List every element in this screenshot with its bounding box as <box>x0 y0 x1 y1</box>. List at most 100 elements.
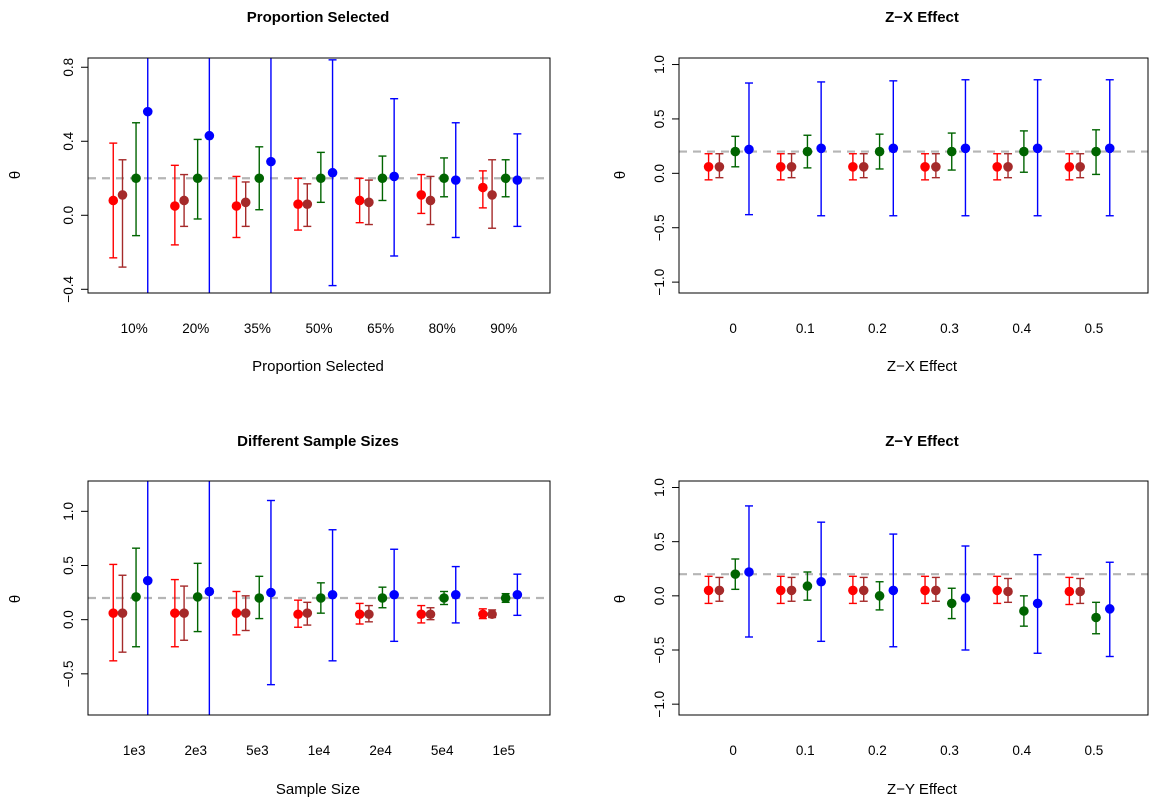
x-tick-label: 0.1 <box>796 743 815 758</box>
estimate-point <box>874 146 885 157</box>
x-tick-label: 80% <box>429 321 456 336</box>
estimate-point <box>992 161 1002 172</box>
x-tick-label: 65% <box>367 321 394 336</box>
estimate-point <box>888 143 899 154</box>
x-tick-label: 2e3 <box>185 743 208 758</box>
estimate-point <box>703 161 714 172</box>
estimate-point <box>512 589 523 600</box>
estimate-point <box>240 608 251 618</box>
estimate-point <box>254 173 265 184</box>
estimate-point <box>131 173 141 184</box>
estimate-point <box>389 171 399 182</box>
estimate-point <box>786 585 797 596</box>
estimate-point <box>302 608 313 618</box>
estimate-point <box>1032 143 1043 154</box>
estimate-point <box>744 144 754 155</box>
estimate-point <box>500 593 511 603</box>
y-tick-label: 0.5 <box>652 532 667 551</box>
x-tick-label: 35% <box>244 321 271 336</box>
estimate-point <box>316 593 326 603</box>
estimate-point <box>377 593 388 603</box>
estimate-point <box>327 167 338 178</box>
estimate-point <box>946 598 957 609</box>
x-tick-label: 20% <box>182 321 209 336</box>
estimate-point <box>131 592 141 602</box>
estimate-point <box>874 591 885 601</box>
y-tick-label: −1.0 <box>652 691 667 718</box>
estimate-point <box>117 608 128 618</box>
y-tick-label: 1.0 <box>652 478 667 497</box>
y-tick-label: 0.8 <box>61 58 76 77</box>
estimate-point <box>744 567 754 577</box>
x-axis-label: Proportion Selected <box>252 358 384 375</box>
estimate-point <box>858 161 869 172</box>
estimate-point <box>192 592 203 602</box>
y-tick-label: −1.0 <box>652 269 667 296</box>
estimate-point <box>920 585 930 596</box>
estimate-point <box>179 195 189 206</box>
plot-frame <box>678 480 1149 716</box>
data-marks <box>703 79 1115 217</box>
x-tick-label: 0.2 <box>868 743 887 758</box>
y-tick-label: 0.0 <box>61 206 76 225</box>
panel-title: Proportion Selected <box>247 9 390 26</box>
estimate-point <box>439 593 449 603</box>
y-axis-label: θ <box>612 171 629 179</box>
estimate-point <box>450 175 461 185</box>
plot-frame <box>87 57 551 294</box>
estimate-point <box>946 146 957 157</box>
y-axis-label: θ <box>7 595 24 603</box>
estimate-point <box>931 161 941 172</box>
x-tick-label: 0 <box>729 743 737 758</box>
estimate-point <box>1064 161 1075 172</box>
y-tick-label: −0.5 <box>652 637 667 664</box>
estimate-point <box>703 585 714 596</box>
x-axis-label: Z−X Effect <box>887 358 958 375</box>
panel-different-sample-sizes: Different Sample Sizes Sample Size θ −0.… <box>7 433 551 798</box>
estimate-point <box>425 609 436 620</box>
estimate-point <box>920 161 930 172</box>
estimate-point <box>848 161 858 172</box>
estimate-point <box>848 585 858 596</box>
estimate-point <box>266 156 276 167</box>
estimate-point <box>204 130 215 141</box>
estimate-point <box>816 143 826 154</box>
estimate-point <box>142 575 153 586</box>
estimate-point <box>364 197 374 208</box>
estimate-point <box>500 173 511 184</box>
estimate-point <box>231 608 242 618</box>
estimate-point <box>1064 586 1075 597</box>
estimate-point <box>425 195 436 206</box>
estimate-point <box>192 173 203 184</box>
x-tick-label: 5e3 <box>246 743 269 758</box>
x-tick-label: 0.4 <box>1012 321 1031 336</box>
x-tick-label: 0.5 <box>1084 321 1103 336</box>
estimate-point <box>439 173 449 184</box>
y-tick-label: 0.4 <box>61 131 76 150</box>
estimate-point <box>802 581 813 591</box>
x-tick-label: 0.5 <box>1084 743 1103 758</box>
estimate-point <box>142 106 153 117</box>
estimate-point <box>389 589 399 600</box>
estimate-point <box>108 608 119 618</box>
data-marks <box>703 505 1115 658</box>
estimate-point <box>170 201 180 211</box>
estimate-point <box>478 182 488 193</box>
data-marks <box>108 481 523 715</box>
panel-z-x-effect: Z−X Effect Z−X Effect θ −1.0 −0.5 0.0 0.5 1.… <box>612 9 1149 375</box>
x-tick-label: 0.4 <box>1012 743 1031 758</box>
estimate-point <box>364 609 374 620</box>
estimate-point <box>354 609 365 620</box>
data-marks <box>108 58 523 293</box>
x-tick-label: 0.3 <box>940 743 959 758</box>
x-tick-label: 0.1 <box>796 321 815 336</box>
y-tick-label: 0.5 <box>61 556 76 575</box>
estimate-point <box>487 190 497 200</box>
estimate-point <box>293 609 303 620</box>
estimate-point <box>1003 586 1013 597</box>
estimate-point <box>377 173 388 184</box>
estimate-point <box>775 585 786 596</box>
estimate-point <box>450 589 461 600</box>
estimate-point <box>888 585 899 596</box>
